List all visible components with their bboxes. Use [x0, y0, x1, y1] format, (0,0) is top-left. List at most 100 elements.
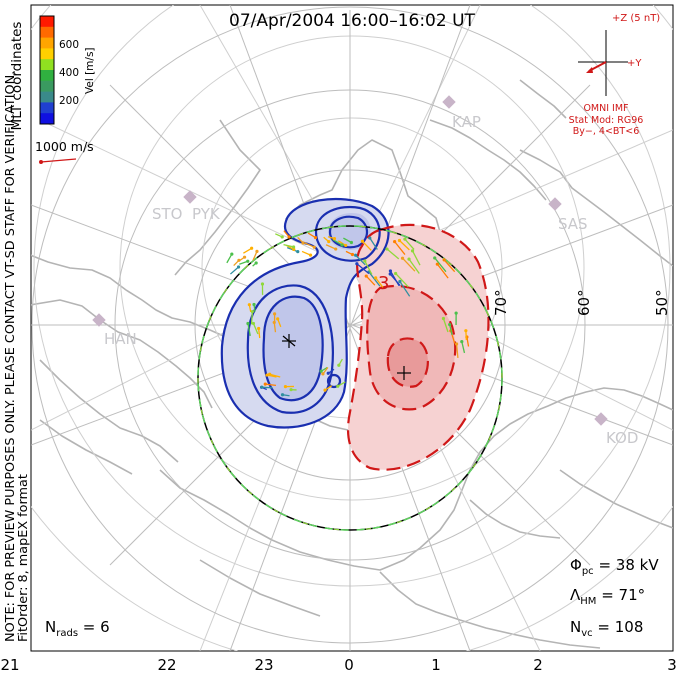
velocity-vector [443, 259, 456, 273]
velocity-vector [325, 244, 336, 250]
imf-clock [578, 30, 628, 96]
colorbar-block [40, 102, 54, 114]
station-label-kap: KAP [452, 113, 481, 131]
boundary-vector [392, 231, 398, 235]
velocity-vector [394, 241, 406, 255]
velocity-vector-origin [385, 247, 389, 251]
velocity-vector-origin [448, 322, 452, 327]
velocity-vector [361, 240, 372, 251]
velocity-vector [355, 254, 366, 266]
negative-cell-inner-fill [263, 296, 323, 401]
velocity-vector [402, 257, 416, 272]
stat-vector-count: Nvc = 108 [570, 618, 643, 639]
velocity-vector [434, 257, 447, 273]
colorbar-unit: Vel [m/s] [84, 47, 96, 94]
velocity-vector-origin [388, 269, 393, 273]
velocity-vector-origin [260, 385, 264, 389]
velocity-vector [365, 275, 376, 286]
station-icon [442, 95, 456, 109]
velocity-vector [466, 336, 470, 347]
boundary-vector [396, 520, 402, 524]
positive-contours [346, 223, 490, 471]
velocity-vector-origin [336, 384, 340, 388]
velocity-vector [455, 343, 459, 359]
colorbar-tick-600: 600 [59, 39, 79, 51]
velocity-vector-origin [255, 249, 259, 253]
boundary-vector [200, 409, 203, 415]
station-icon [594, 412, 608, 426]
velocity-vector-origin [410, 249, 415, 253]
velocity-vector-origin [308, 253, 313, 257]
velocity-vector [356, 263, 370, 275]
velocity-vector-origin [242, 255, 247, 259]
preview-note: NOTE: FOR PREVIEW PURPOSES ONLY. PLEASE … [3, 71, 18, 642]
velocity-vector [442, 318, 449, 333]
colorbar-block [40, 48, 54, 60]
velocity-vector-origin [454, 311, 458, 315]
velocity-vector-origin [257, 326, 261, 331]
station-label-kod: KOD [606, 429, 638, 447]
velocity-vector-origin [327, 240, 331, 244]
velocity-vector-origin [289, 388, 293, 392]
velocity-vector-origin [332, 237, 337, 241]
colorbar-block [40, 59, 54, 71]
coords-label: MLT coordinates [9, 22, 25, 131]
station-label-pyk: PYK [192, 205, 221, 223]
boundary-vector [208, 315, 212, 321]
velocity-vector-origin [442, 258, 446, 262]
lat-label-60: 60° [575, 289, 593, 316]
colorbar-block [40, 37, 54, 49]
velocity-vector [368, 271, 381, 287]
page-title: 07/Apr/2004 16:00–16:02 UT [229, 11, 475, 31]
velocity-vector-origin [433, 256, 437, 260]
station-icon [183, 190, 197, 204]
potential-min-marker [282, 334, 296, 348]
colorbar-block [40, 113, 54, 125]
velocity-vector-origin [454, 342, 459, 346]
contour-label: 3 [378, 273, 389, 294]
velocity-vector-origin [251, 321, 256, 326]
colorbar-block [40, 70, 54, 82]
velocity-vector [449, 324, 453, 336]
velocity-vector-origin [280, 235, 284, 239]
velocity-vector-origin [254, 261, 258, 265]
colorbar-tick-400: 400 [59, 67, 79, 79]
velocity-vector-origin [363, 259, 367, 263]
velocity-vector-origin [265, 373, 269, 377]
stat-hm-latitude: ΛHM = 71° [570, 586, 645, 607]
boundary-vector [497, 341, 500, 347]
fit-order-label: FitOrder: 8, mapEX format [16, 474, 31, 642]
boundary-vector [273, 509, 279, 513]
velocity-vector [243, 247, 252, 254]
velocity-vector-origin [319, 369, 323, 373]
velocity-vector-origin [250, 246, 254, 250]
station-label-sas: SAS [558, 215, 588, 233]
velocity-vector-origin [237, 258, 241, 262]
velocity-vector-origin [283, 385, 288, 389]
station-label-sto: STO [152, 205, 183, 223]
velocity-vector-origin [252, 302, 256, 307]
velocity-vector-origin [230, 252, 234, 256]
imf-source: OMNI IMF [583, 103, 628, 114]
boundary-vector [244, 264, 249, 269]
velocity-vector-origin [349, 240, 354, 245]
velocity-colorbar [40, 16, 54, 125]
velocity-vector-origin [246, 259, 250, 263]
velocity-vector-origin [368, 236, 372, 240]
colorbar-block [40, 16, 54, 28]
mlt-label-2: 2 [533, 656, 543, 674]
velocity-vector-origin [464, 329, 468, 333]
station-icon [92, 313, 106, 327]
positive-cell-inner-fill [387, 338, 428, 387]
velocity-vector [364, 260, 373, 275]
velocity-vector-origin [337, 363, 341, 367]
colorbar-frame [39, 15, 55, 125]
boundary-vector [498, 404, 501, 410]
velocity-vector-origin [296, 250, 300, 254]
station-markers [92, 95, 608, 426]
boundary-vector [210, 439, 214, 445]
boundary-vector [421, 243, 427, 247]
velocity-vector-origin [292, 247, 296, 252]
boundary-vector [199, 346, 202, 352]
